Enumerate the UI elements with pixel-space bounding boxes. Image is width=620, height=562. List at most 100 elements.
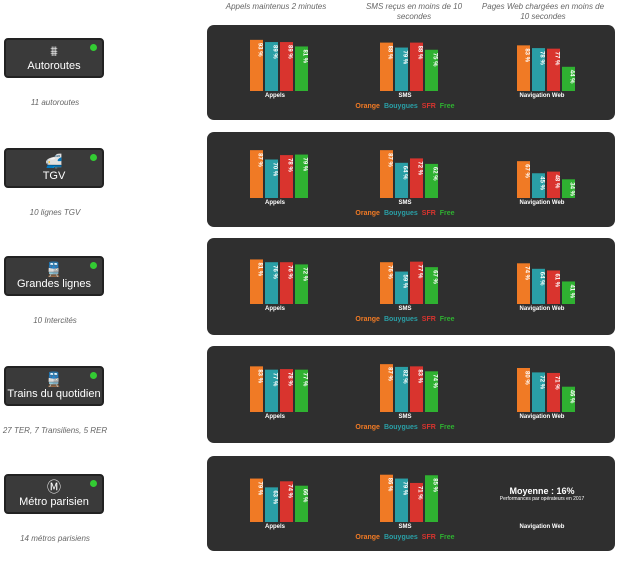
status-dot bbox=[90, 372, 97, 379]
chart-group-label: SMS bbox=[398, 200, 412, 206]
highway-icon: ⩩ bbox=[50, 43, 58, 59]
bar-value-label: 75 % bbox=[432, 53, 438, 67]
bar-value-label: 77 % bbox=[554, 52, 560, 66]
bar-bouygues bbox=[532, 173, 545, 198]
bar-value-label: 79 % bbox=[257, 482, 263, 496]
header-web: Pages Web chargées en moins de 10 second… bbox=[481, 2, 605, 21]
bar-value-label: 77 % bbox=[272, 373, 278, 387]
status-dot bbox=[90, 262, 97, 269]
bar-bouygues bbox=[395, 47, 408, 91]
bar-chart: 93 % 89 % 89 % 81 % Appels bbox=[225, 31, 355, 131]
bar-value-label: 74 % bbox=[524, 266, 530, 280]
bar-chart: 81 % 76 % 76 % 72 % Appels bbox=[225, 244, 355, 344]
bar-value-label: 64 % bbox=[539, 272, 545, 286]
bar-free bbox=[562, 66, 575, 91]
bar-value-label: 79 % bbox=[302, 158, 308, 172]
category-subtitle: 11 autoroutes bbox=[30, 98, 80, 107]
bars-svg: 87 % 64 % 72 % 62 % bbox=[380, 150, 438, 198]
bar-value-label: 59 % bbox=[402, 275, 408, 289]
regional-train-icon: 🚆 bbox=[45, 371, 63, 387]
chart-group-label: Navigation Web bbox=[519, 306, 565, 312]
bar-orange bbox=[250, 478, 263, 522]
bar-bouygues bbox=[532, 48, 545, 91]
bars-svg: 80 % 72 % 71 % 46 % bbox=[517, 368, 575, 412]
bar-chart: 87 % 70 % 78 % 79 % Appels bbox=[225, 138, 355, 238]
bar-orange bbox=[380, 42, 393, 91]
bar-value-label: 77 % bbox=[302, 373, 308, 387]
category-subtitle: 14 métros parisiens bbox=[20, 534, 90, 543]
bar-sfr bbox=[547, 48, 560, 91]
bar-value-label: 64 % bbox=[402, 166, 408, 180]
bar-value-label: 70 % bbox=[272, 163, 278, 177]
bar-orange bbox=[380, 474, 393, 522]
chart-group-label: Navigation Web bbox=[519, 93, 565, 99]
category-subtitle: 27 TER, 7 Transiliens, 5 RER bbox=[2, 426, 108, 435]
bar-orange bbox=[250, 366, 263, 412]
bar-value-label: 87 % bbox=[387, 367, 393, 381]
legend-item-free: Free bbox=[439, 210, 455, 217]
legend: Orange Bouygues SFR Free bbox=[335, 424, 475, 431]
bar-sfr bbox=[280, 42, 293, 91]
category-subtitle: 10 Intercités bbox=[33, 316, 77, 325]
status-dot bbox=[90, 154, 97, 161]
bar-value-label: 77 % bbox=[417, 265, 423, 279]
bar-sfr bbox=[410, 366, 423, 412]
bars-svg: 83 % 78 % 77 % 44 % bbox=[517, 45, 575, 91]
bar-bouygues bbox=[265, 159, 278, 198]
status-dot bbox=[90, 480, 97, 487]
bar-free bbox=[295, 485, 308, 522]
legend-item-bouygues: Bouygues bbox=[383, 210, 418, 217]
bar-bouygues bbox=[395, 366, 408, 412]
bar-orange bbox=[517, 161, 530, 198]
category-badge: ⩩ Autoroutes bbox=[4, 38, 104, 78]
legend-item-sfr: SFR bbox=[421, 210, 436, 217]
bar-value-label: 87 % bbox=[387, 153, 393, 167]
bar-value-label: 72 % bbox=[302, 267, 308, 281]
bar-chart: 76 % 59 % 77 % 67 % SMS Orange Bouygues SFR Free bbox=[355, 244, 485, 344]
bar-orange bbox=[517, 368, 530, 412]
bar-free bbox=[295, 369, 308, 412]
legend-item-orange: Orange bbox=[355, 424, 380, 431]
bar-sfr bbox=[410, 158, 423, 198]
bar-chart: 83 % 78 % 77 % 44 % Navigation Web bbox=[492, 31, 620, 131]
bar-value-label: 66 % bbox=[302, 489, 308, 503]
bar-sfr bbox=[280, 481, 293, 522]
legend-item-free: Free bbox=[439, 103, 455, 110]
results-panel: 79 % 63 % 74 % 66 % Appels 86 % 79 % 71 % 85 % SM… bbox=[207, 456, 615, 551]
bar-value-label: 67 % bbox=[432, 270, 438, 284]
legend-item-bouygues: Bouygues bbox=[383, 534, 418, 541]
bar-chart: 83 % 77 % 78 % 77 % Appels bbox=[225, 352, 355, 452]
bar-value-label: 61 % bbox=[554, 273, 560, 287]
category-badge: 🚆 Grandes lignes bbox=[4, 256, 104, 296]
bars-svg: 87 % 70 % 78 % 79 % bbox=[250, 150, 308, 198]
bar-value-label: 78 % bbox=[287, 372, 293, 386]
header-calls: Appels maintenus 2 minutes bbox=[225, 2, 327, 11]
bar-free bbox=[425, 49, 438, 91]
bar-value-label: 72 % bbox=[417, 161, 423, 175]
average-title: Moyenne : 16% bbox=[509, 486, 575, 496]
bar-value-label: 78 % bbox=[287, 158, 293, 172]
bar-value-label: 78 % bbox=[539, 51, 545, 65]
bar-free bbox=[295, 264, 308, 304]
header-sms: SMS reçus en moins de 10 secondes bbox=[365, 2, 463, 21]
bars-svg: 88 % 79 % 88 % 75 % bbox=[380, 42, 438, 91]
bar-sfr bbox=[410, 261, 423, 304]
bar-value-label: 67 % bbox=[524, 164, 530, 178]
bars-svg: 79 % 63 % 74 % 66 % bbox=[250, 478, 308, 522]
bars-svg: 74 % 64 % 61 % 41 % bbox=[517, 263, 575, 304]
train-icon: 🚅 bbox=[45, 153, 63, 169]
bar-sfr bbox=[410, 482, 423, 522]
bar-value-label: 41 % bbox=[569, 284, 575, 298]
results-panel: 93 % 89 % 89 % 81 % Appels 88 % 79 % 88 % 75 % SM… bbox=[207, 25, 615, 120]
bar-orange bbox=[380, 150, 393, 198]
bar-value-label: 83 % bbox=[417, 369, 423, 383]
bar-sfr bbox=[547, 171, 560, 198]
bar-value-label: 45 % bbox=[539, 176, 545, 190]
bar-free bbox=[425, 371, 438, 412]
chart-group-label: SMS bbox=[398, 93, 412, 99]
bar-value-label: 89 % bbox=[287, 45, 293, 59]
bar-free bbox=[562, 179, 575, 198]
category-badge: 🚆 Trains du quotidien bbox=[4, 366, 104, 406]
legend-item-bouygues: Bouygues bbox=[383, 316, 418, 323]
category-badge: Ⓜ Métro parisien bbox=[4, 474, 104, 514]
